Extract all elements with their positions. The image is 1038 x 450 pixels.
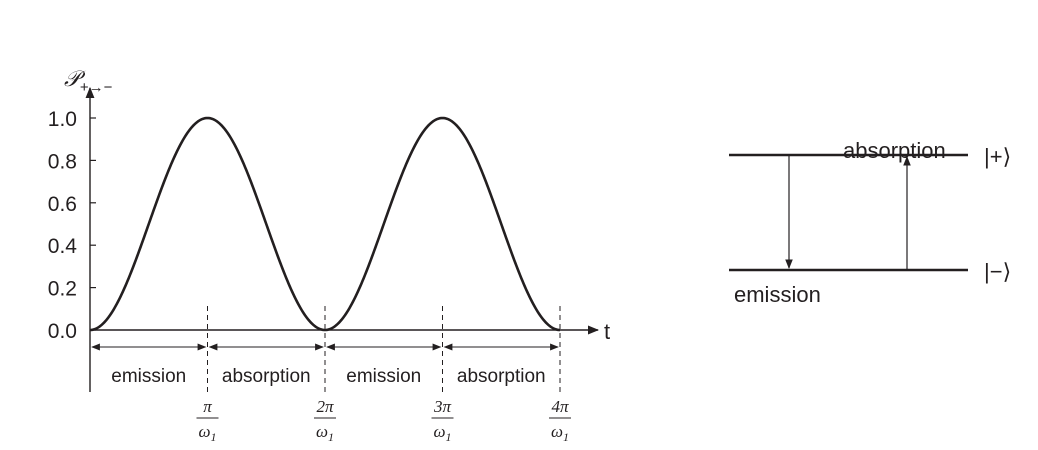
x-tick-denominator: ω1: [551, 422, 569, 444]
x-tick-numerator: 3π: [433, 397, 452, 416]
y-ticks: 0.0 0.2 0.4 0.6 0.8 1.0: [48, 108, 96, 343]
x-tick-denominator: ω1: [198, 422, 216, 444]
y-tick-label: 0.4: [48, 235, 78, 258]
y-tick-label: 1.0: [48, 108, 77, 131]
segment-label: absorption: [457, 366, 546, 387]
x-tick-numerator: 4π: [551, 397, 569, 416]
y-axis-label-sub: +→−: [80, 79, 113, 96]
x-tick-denominator: ω1: [316, 422, 334, 444]
y-tick-label: 0.2: [48, 278, 77, 301]
absorption-label: absorption: [843, 138, 946, 163]
y-tick-label: 0.6: [48, 193, 77, 216]
axes: [85, 86, 600, 392]
x-tick-numerator: 2π: [316, 397, 334, 416]
segments: emission absorption emission absorption: [91, 343, 559, 387]
segment-label: absorption: [222, 366, 311, 387]
y-tick-label: 0.0: [48, 320, 77, 343]
x-tick-denominator: ω1: [433, 422, 451, 444]
upper-state-label: |+⟩: [984, 144, 1011, 169]
segment-label: emission: [346, 366, 421, 387]
probability-curve: [89, 116, 561, 332]
x-tick-numerator: π: [203, 397, 212, 416]
lower-state-label: |−⟩: [984, 259, 1011, 284]
y-tick-label: 0.8: [48, 150, 77, 173]
energy-level-diagram: absorption emission |+⟩ |−⟩: [729, 138, 1011, 307]
y-axis-label: 𝒫+→−: [64, 66, 113, 96]
probability-chart: 𝒫+→− t 0.0 0.2 0.4 0.6 0.8 1.0 π ω1 2π ω1 3π ω1 4π ω…: [48, 66, 610, 444]
x-axis-label: t: [604, 319, 610, 344]
emission-label: emission: [734, 282, 821, 307]
segment-label: emission: [111, 366, 186, 387]
